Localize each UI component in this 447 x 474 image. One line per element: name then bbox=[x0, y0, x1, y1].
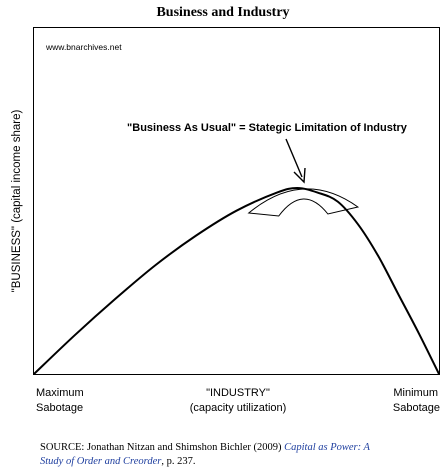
annotation-arrow bbox=[285, 138, 306, 184]
source-link-part1[interactable]: Capital as Power: A bbox=[284, 442, 370, 453]
source-prefix: SOURCE: Jonathan Nitzan and Shimshon Bic… bbox=[40, 442, 284, 453]
chart-title: Business and Industry bbox=[156, 5, 289, 20]
plot-area bbox=[33, 186, 440, 375]
source-link-part2[interactable]: Study of Order and Creorder bbox=[40, 456, 162, 467]
business-as-usual-band bbox=[247, 188, 360, 217]
y-axis-label: "BUSINESS" (capital income share) bbox=[11, 110, 23, 293]
x-axis-sublabel: (capacity utilization) bbox=[190, 402, 287, 414]
plot-frame bbox=[33, 27, 440, 375]
source-suffix: , p. 237. bbox=[161, 456, 195, 467]
annotation-arrow-shaft bbox=[285, 138, 303, 178]
x-axis-label: "INDUSTRY" bbox=[206, 387, 270, 399]
business-curve bbox=[33, 186, 440, 375]
x-right-label-line2: Sabotage bbox=[393, 402, 440, 414]
y-axis-label-group: "BUSINESS" (capital income share) bbox=[11, 110, 23, 293]
source-line2: Study of Order and Creorder, p. 237. bbox=[40, 456, 195, 467]
watermark: www.bnarchives.net bbox=[45, 42, 122, 52]
x-right-label-line1: Minimum bbox=[393, 387, 438, 399]
x-left-label-line2: Sabotage bbox=[36, 402, 83, 414]
annotation-text: "Business As Usual" = Stategic Limitatio… bbox=[127, 122, 408, 134]
source-line1: SOURCE: Jonathan Nitzan and Shimshon Bic… bbox=[40, 442, 371, 453]
x-left-label-line1: Maximum bbox=[36, 387, 84, 399]
annotation-arrow-head bbox=[293, 167, 306, 184]
